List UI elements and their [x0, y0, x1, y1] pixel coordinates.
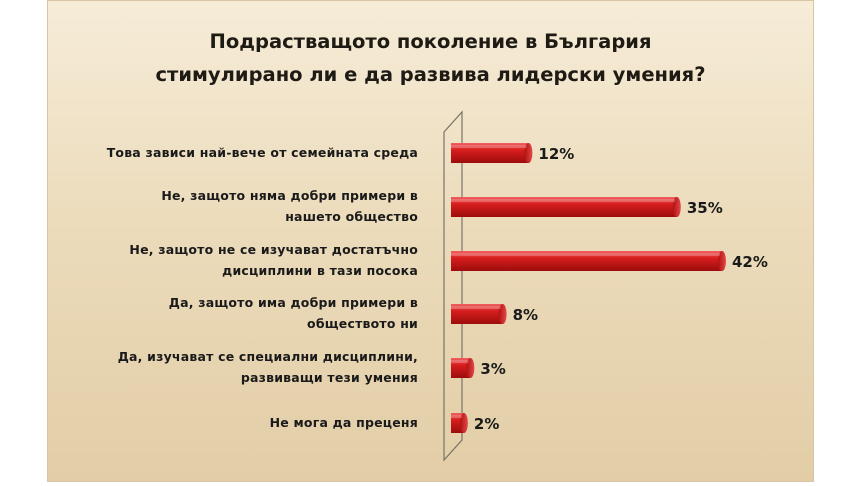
bar-body — [451, 358, 471, 378]
bars — [451, 143, 726, 433]
value-labels: 12% 35% 42% 8% 3% 2% — [474, 145, 768, 433]
category-label-line: нашето общество — [285, 209, 418, 224]
category-label-4: Да, защото има добри примери в обществото… — [58, 292, 418, 334]
bar-highlight — [451, 306, 501, 309]
bar-end-cap — [672, 197, 681, 217]
axis-wall — [443, 110, 463, 462]
category-label-1: Това зависи най-вече от семейната среда — [58, 142, 418, 163]
value-label-2: 35% — [687, 199, 723, 217]
bar-2 — [451, 197, 681, 217]
category-label-line: Не, защото няма добри примери в — [161, 188, 418, 203]
bar-highlight — [451, 253, 720, 256]
category-label-line: Не мога да преценя — [269, 414, 418, 430]
category-label-line: обществото ни — [307, 316, 418, 331]
bar-end-cap — [466, 358, 475, 378]
chart-background — [47, 0, 814, 482]
bar-body — [451, 143, 529, 163]
bar-5 — [451, 358, 475, 378]
bar-body — [451, 251, 722, 271]
value-label-4: 8% — [513, 306, 538, 324]
bar-1 — [451, 143, 533, 163]
chart-title: Подрастващото поколение в България стиму… — [47, 25, 814, 91]
category-label-5: Да, изучават се специални дисциплини, раз… — [58, 346, 418, 388]
value-label-3: 42% — [732, 253, 768, 271]
bar-4 — [451, 304, 507, 324]
value-label-5: 3% — [480, 360, 505, 378]
chart-title-line-1: Подрастващото поколение в България — [209, 30, 652, 53]
category-label-3: Не, защото не се изучават достатъчно дисц… — [58, 239, 418, 281]
bar-highlight — [451, 199, 675, 202]
category-label-line: Не, защото не се изучават достатъчно — [129, 242, 418, 257]
bar-6 — [451, 413, 468, 433]
bar-end-cap — [498, 304, 507, 324]
bar-body — [451, 197, 677, 217]
bar-highlight — [451, 415, 462, 418]
bar-end-cap — [718, 251, 726, 271]
bar-3 — [451, 251, 726, 271]
chart-title-line-2: стимулирано ли е да развива лидерски уме… — [155, 63, 706, 86]
bar-highlight — [451, 360, 469, 363]
category-axis — [443, 110, 463, 462]
category-label-6: Не мога да преценя — [58, 412, 418, 433]
category-label-line: дисциплини в тази посока — [222, 263, 418, 278]
category-label-line: Да, защото има добри примери в — [168, 295, 418, 310]
bar-body — [451, 304, 503, 324]
value-label-6: 2% — [474, 415, 499, 433]
bar-end-cap — [524, 143, 533, 163]
bar-highlight — [451, 145, 527, 148]
category-label-2: Не, защото няма добри примери в нашето об… — [58, 185, 418, 227]
category-label-line: Това зависи най-вече от семейната среда — [106, 144, 418, 160]
category-label-line: развиващи тези умения — [240, 370, 418, 385]
value-label-1: 12% — [538, 145, 574, 163]
category-label-line: Да, изучават се специални дисциплини, — [117, 349, 418, 364]
bar-end-cap — [459, 413, 468, 433]
